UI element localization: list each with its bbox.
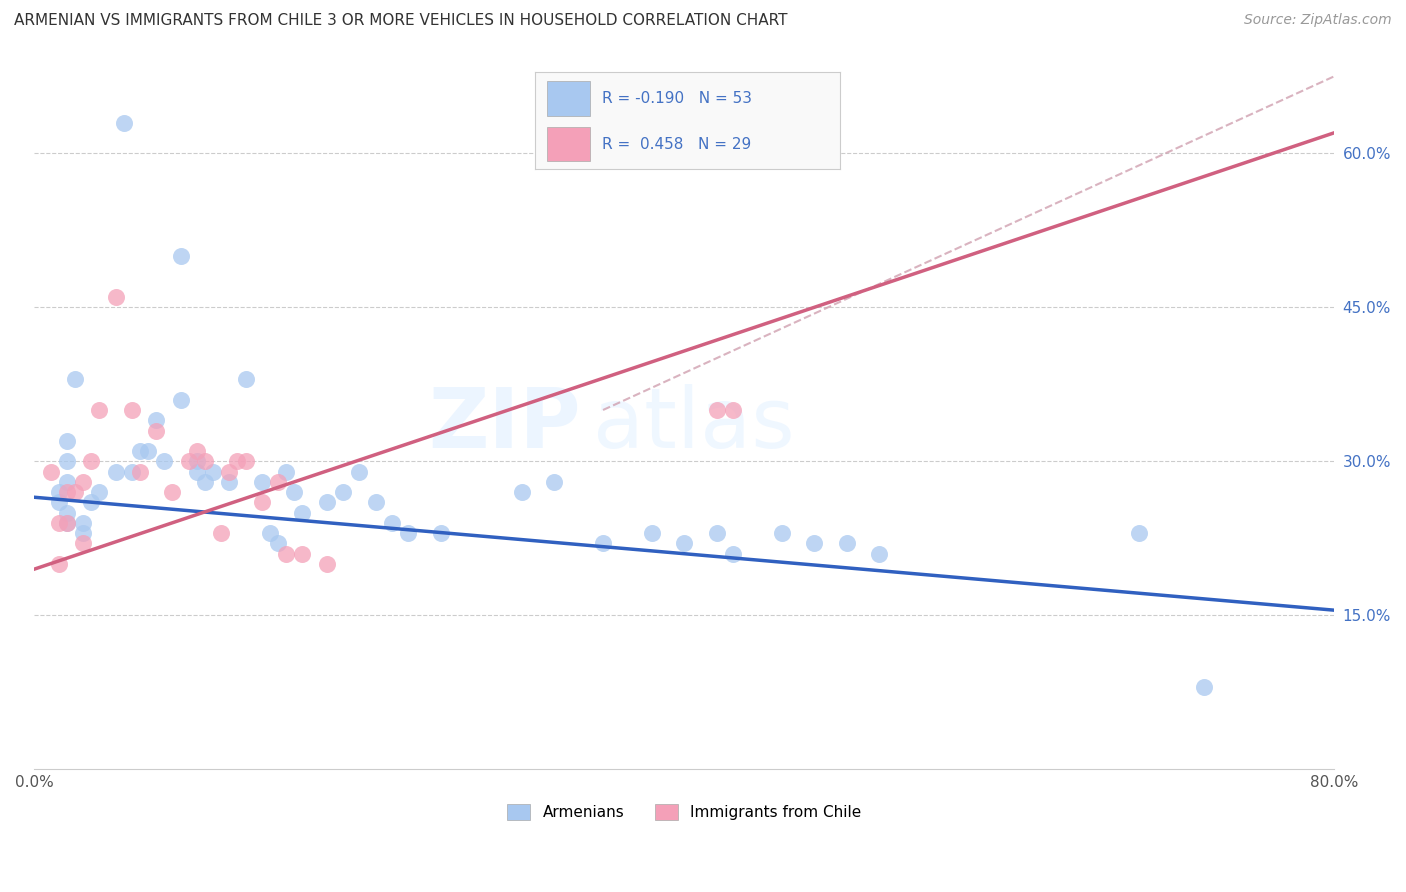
Point	[112, 115, 135, 129]
Point	[218, 475, 240, 489]
Point	[592, 536, 614, 550]
Point	[129, 465, 152, 479]
Point	[56, 454, 79, 468]
Point	[186, 465, 208, 479]
Point	[56, 506, 79, 520]
Point	[104, 465, 127, 479]
Point	[104, 290, 127, 304]
Point	[48, 516, 70, 530]
Text: ARMENIAN VS IMMIGRANTS FROM CHILE 3 OR MORE VEHICLES IN HOUSEHOLD CORRELATION CH: ARMENIAN VS IMMIGRANTS FROM CHILE 3 OR M…	[14, 13, 787, 29]
Point	[706, 403, 728, 417]
Point	[80, 454, 103, 468]
Point	[153, 454, 176, 468]
Point	[56, 475, 79, 489]
Point	[162, 485, 184, 500]
Point	[63, 485, 86, 500]
Point	[673, 536, 696, 550]
Point	[429, 526, 451, 541]
Point	[803, 536, 825, 550]
Text: atlas: atlas	[593, 384, 794, 465]
Point	[349, 465, 371, 479]
Point	[276, 547, 298, 561]
Point	[186, 454, 208, 468]
Point	[56, 516, 79, 530]
Point	[267, 475, 290, 489]
Point	[89, 403, 111, 417]
Point	[194, 475, 217, 489]
Point	[259, 526, 281, 541]
Point	[56, 434, 79, 448]
Point	[39, 465, 62, 479]
Point	[250, 495, 273, 509]
Point	[510, 485, 533, 500]
Point	[315, 557, 337, 571]
Point	[267, 536, 290, 550]
Point	[1192, 680, 1215, 694]
Point	[202, 465, 225, 479]
Point	[48, 495, 70, 509]
Point	[145, 413, 167, 427]
Point	[332, 485, 354, 500]
Point	[868, 547, 890, 561]
Point	[72, 526, 94, 541]
Point	[721, 547, 744, 561]
Point	[835, 536, 858, 550]
Point	[72, 475, 94, 489]
Point	[209, 526, 232, 541]
Point	[169, 249, 191, 263]
Point	[721, 403, 744, 417]
Point	[48, 485, 70, 500]
Point	[72, 536, 94, 550]
Legend: Armenians, Immigrants from Chile: Armenians, Immigrants from Chile	[502, 798, 868, 826]
Point	[396, 526, 419, 541]
Point	[89, 485, 111, 500]
Point	[235, 454, 257, 468]
Text: ZIP: ZIP	[427, 384, 581, 465]
Point	[145, 424, 167, 438]
Point	[169, 392, 191, 407]
Point	[63, 372, 86, 386]
Point	[770, 526, 793, 541]
Point	[56, 485, 79, 500]
Point	[72, 516, 94, 530]
Point	[56, 516, 79, 530]
Point	[80, 495, 103, 509]
Text: Source: ZipAtlas.com: Source: ZipAtlas.com	[1244, 13, 1392, 28]
Point	[177, 454, 200, 468]
Point	[194, 454, 217, 468]
Point	[48, 557, 70, 571]
Point	[121, 465, 143, 479]
Point	[543, 475, 565, 489]
Point	[121, 403, 143, 417]
Point	[235, 372, 257, 386]
Point	[186, 444, 208, 458]
Point	[706, 526, 728, 541]
Point	[315, 495, 337, 509]
Point	[381, 516, 404, 530]
Point	[250, 475, 273, 489]
Point	[218, 465, 240, 479]
Point	[364, 495, 387, 509]
Point	[641, 526, 664, 541]
Point	[291, 547, 314, 561]
Point	[291, 506, 314, 520]
Point	[226, 454, 249, 468]
Point	[129, 444, 152, 458]
Point	[283, 485, 305, 500]
Point	[276, 465, 298, 479]
Point	[1128, 526, 1150, 541]
Point	[136, 444, 159, 458]
